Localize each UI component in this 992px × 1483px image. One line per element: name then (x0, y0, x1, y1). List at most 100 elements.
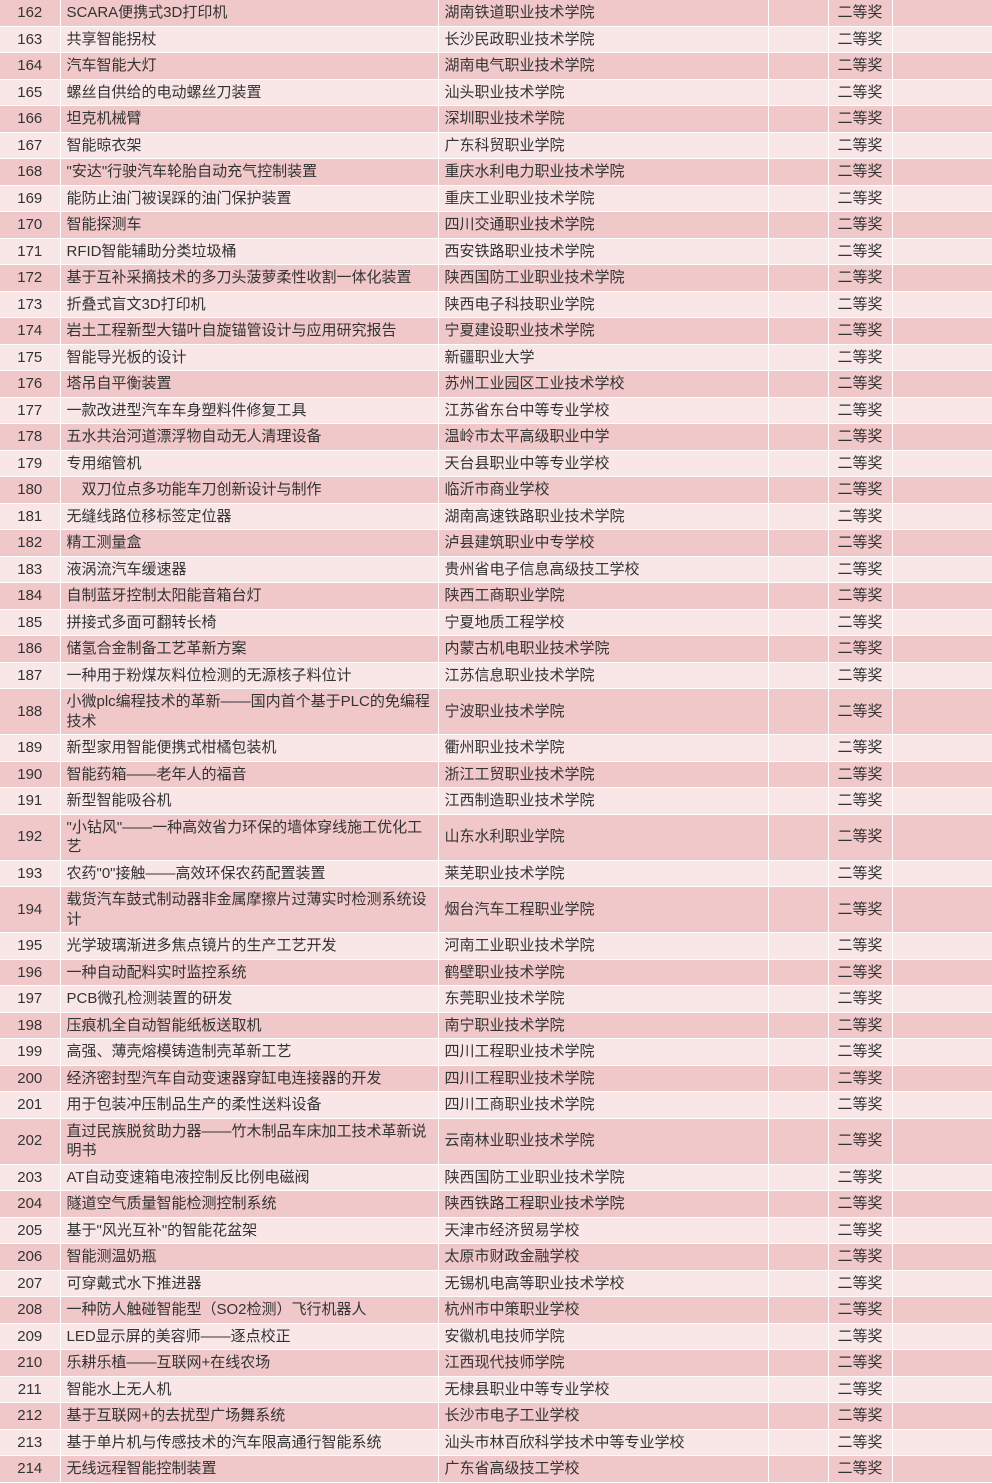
end-cell (892, 212, 992, 239)
blank-cell (768, 761, 828, 788)
blank-cell (768, 503, 828, 530)
school-name: 四川工商职业技术学院 (438, 1092, 768, 1119)
school-name: 四川工程职业技术学院 (438, 1065, 768, 1092)
row-number: 200 (0, 1065, 60, 1092)
project-name: 一种防人触碰智能型（SO2检测）飞行机器人 (60, 1297, 438, 1324)
row-number: 201 (0, 1092, 60, 1119)
row-number: 186 (0, 636, 60, 663)
row-number: 192 (0, 814, 60, 860)
end-cell (892, 860, 992, 887)
blank-cell (768, 424, 828, 451)
award-level: 二等奖 (828, 185, 892, 212)
project-name: 折叠式盲文3D打印机 (60, 291, 438, 318)
school-name: 宁夏地质工程学校 (438, 609, 768, 636)
award-level: 二等奖 (828, 814, 892, 860)
row-number: 175 (0, 344, 60, 371)
project-name: 智能晾衣架 (60, 132, 438, 159)
project-name: 基于互联网+的去扰型广场舞系统 (60, 1403, 438, 1430)
row-number: 169 (0, 185, 60, 212)
end-cell (892, 1456, 992, 1483)
project-name: 专用缩管机 (60, 450, 438, 477)
project-name: 拼接式多面可翻转长椅 (60, 609, 438, 636)
project-name: 基于单片机与传感技术的汽车限高通行智能系统 (60, 1429, 438, 1456)
row-number: 205 (0, 1217, 60, 1244)
project-name: 光学玻璃渐进多焦点镜片的生产工艺开发 (60, 933, 438, 960)
award-level: 二等奖 (828, 860, 892, 887)
project-name: "安达"行驶汽车轮胎自动充气控制装置 (60, 159, 438, 186)
table-row: 211智能水上无人机无棣县职业中等专业学校二等奖 (0, 1376, 992, 1403)
row-number: 187 (0, 662, 60, 689)
award-level: 二等奖 (828, 1164, 892, 1191)
award-level: 二等奖 (828, 986, 892, 1013)
row-number: 171 (0, 238, 60, 265)
project-name: LED显示屏的美容师——逐点校正 (60, 1323, 438, 1350)
table-row: 176塔吊自平衡装置苏州工业园区工业技术学校二等奖 (0, 371, 992, 398)
award-level: 二等奖 (828, 1118, 892, 1164)
project-name: 压痕机全自动智能纸板送取机 (60, 1012, 438, 1039)
award-level: 二等奖 (828, 503, 892, 530)
project-name: 基于互补采摘技术的多刀头菠萝柔性收割一体化装置 (60, 265, 438, 292)
table-row: 186储氢合金制备工艺革新方案内蒙古机电职业技术学院二等奖 (0, 636, 992, 663)
end-cell (892, 933, 992, 960)
award-level: 二等奖 (828, 1012, 892, 1039)
award-level: 二等奖 (828, 344, 892, 371)
school-name: 无锡机电高等职业技术学校 (438, 1270, 768, 1297)
blank-cell (768, 238, 828, 265)
blank-cell (768, 1217, 828, 1244)
blank-cell (768, 530, 828, 557)
school-name: 江苏省东台中等专业学校 (438, 397, 768, 424)
end-cell (892, 609, 992, 636)
blank-cell (768, 265, 828, 292)
award-level: 二等奖 (828, 106, 892, 133)
award-level: 二等奖 (828, 959, 892, 986)
project-name: 一种用于粉煤灰料位检测的无源核子料位计 (60, 662, 438, 689)
blank-cell (768, 450, 828, 477)
school-name: 重庆工业职业技术学院 (438, 185, 768, 212)
end-cell (892, 318, 992, 345)
school-name: 四川交通职业技术学院 (438, 212, 768, 239)
project-name: 载货汽车鼓式制动器非金属摩擦片过薄实时检测系统设计 (60, 887, 438, 933)
row-number: 207 (0, 1270, 60, 1297)
award-level: 二等奖 (828, 212, 892, 239)
blank-cell (768, 1323, 828, 1350)
table-row: 212基于互联网+的去扰型广场舞系统长沙市电子工业学校二等奖 (0, 1403, 992, 1430)
school-name: 温岭市太平高级职业中学 (438, 424, 768, 451)
table-row: 171RFID智能辅助分类垃圾桶西安铁路职业技术学院二等奖 (0, 238, 992, 265)
table-row: 175智能导光板的设计新疆职业大学二等奖 (0, 344, 992, 371)
table-row: 177一款改进型汽车车身塑料件修复工具江苏省东台中等专业学校二等奖 (0, 397, 992, 424)
row-number: 168 (0, 159, 60, 186)
row-number: 172 (0, 265, 60, 292)
table-row: 164汽车智能大灯湖南电气职业技术学院二等奖 (0, 53, 992, 80)
project-name: 用于包装冲压制品生产的柔性送料设备 (60, 1092, 438, 1119)
award-level: 二等奖 (828, 238, 892, 265)
row-number: 193 (0, 860, 60, 887)
blank-cell (768, 371, 828, 398)
project-name: 汽车智能大灯 (60, 53, 438, 80)
end-cell (892, 1164, 992, 1191)
blank-cell (768, 397, 828, 424)
award-level: 二等奖 (828, 26, 892, 53)
project-name: 农药"0"接触——高效环保农药配置装置 (60, 860, 438, 887)
table-row: 172基于互补采摘技术的多刀头菠萝柔性收割一体化装置陕西国防工业职业技术学院二等… (0, 265, 992, 292)
table-row: 173折叠式盲文3D打印机陕西电子科技职业学院二等奖 (0, 291, 992, 318)
award-level: 二等奖 (828, 636, 892, 663)
school-name: 湖南电气职业技术学院 (438, 53, 768, 80)
award-level: 二等奖 (828, 788, 892, 815)
table-row: 213基于单片机与传感技术的汽车限高通行智能系统汕头市林百欣科学技术中等专业学校… (0, 1429, 992, 1456)
end-cell (892, 761, 992, 788)
award-level: 二等奖 (828, 477, 892, 504)
table-row: 197PCB微孔检测装置的研发东莞职业技术学院二等奖 (0, 986, 992, 1013)
school-name: 广东科贸职业学院 (438, 132, 768, 159)
end-cell (892, 265, 992, 292)
row-number: 185 (0, 609, 60, 636)
blank-cell (768, 609, 828, 636)
school-name: 湖南高速铁路职业技术学院 (438, 503, 768, 530)
row-number: 212 (0, 1403, 60, 1430)
blank-cell (768, 212, 828, 239)
school-name: 陕西工商职业学院 (438, 583, 768, 610)
end-cell (892, 344, 992, 371)
row-number: 214 (0, 1456, 60, 1483)
school-name: 莱芜职业技术学院 (438, 860, 768, 887)
project-name: 直过民族脱贫助力器——竹木制品车床加工技术革新说明书 (60, 1118, 438, 1164)
row-number: 170 (0, 212, 60, 239)
